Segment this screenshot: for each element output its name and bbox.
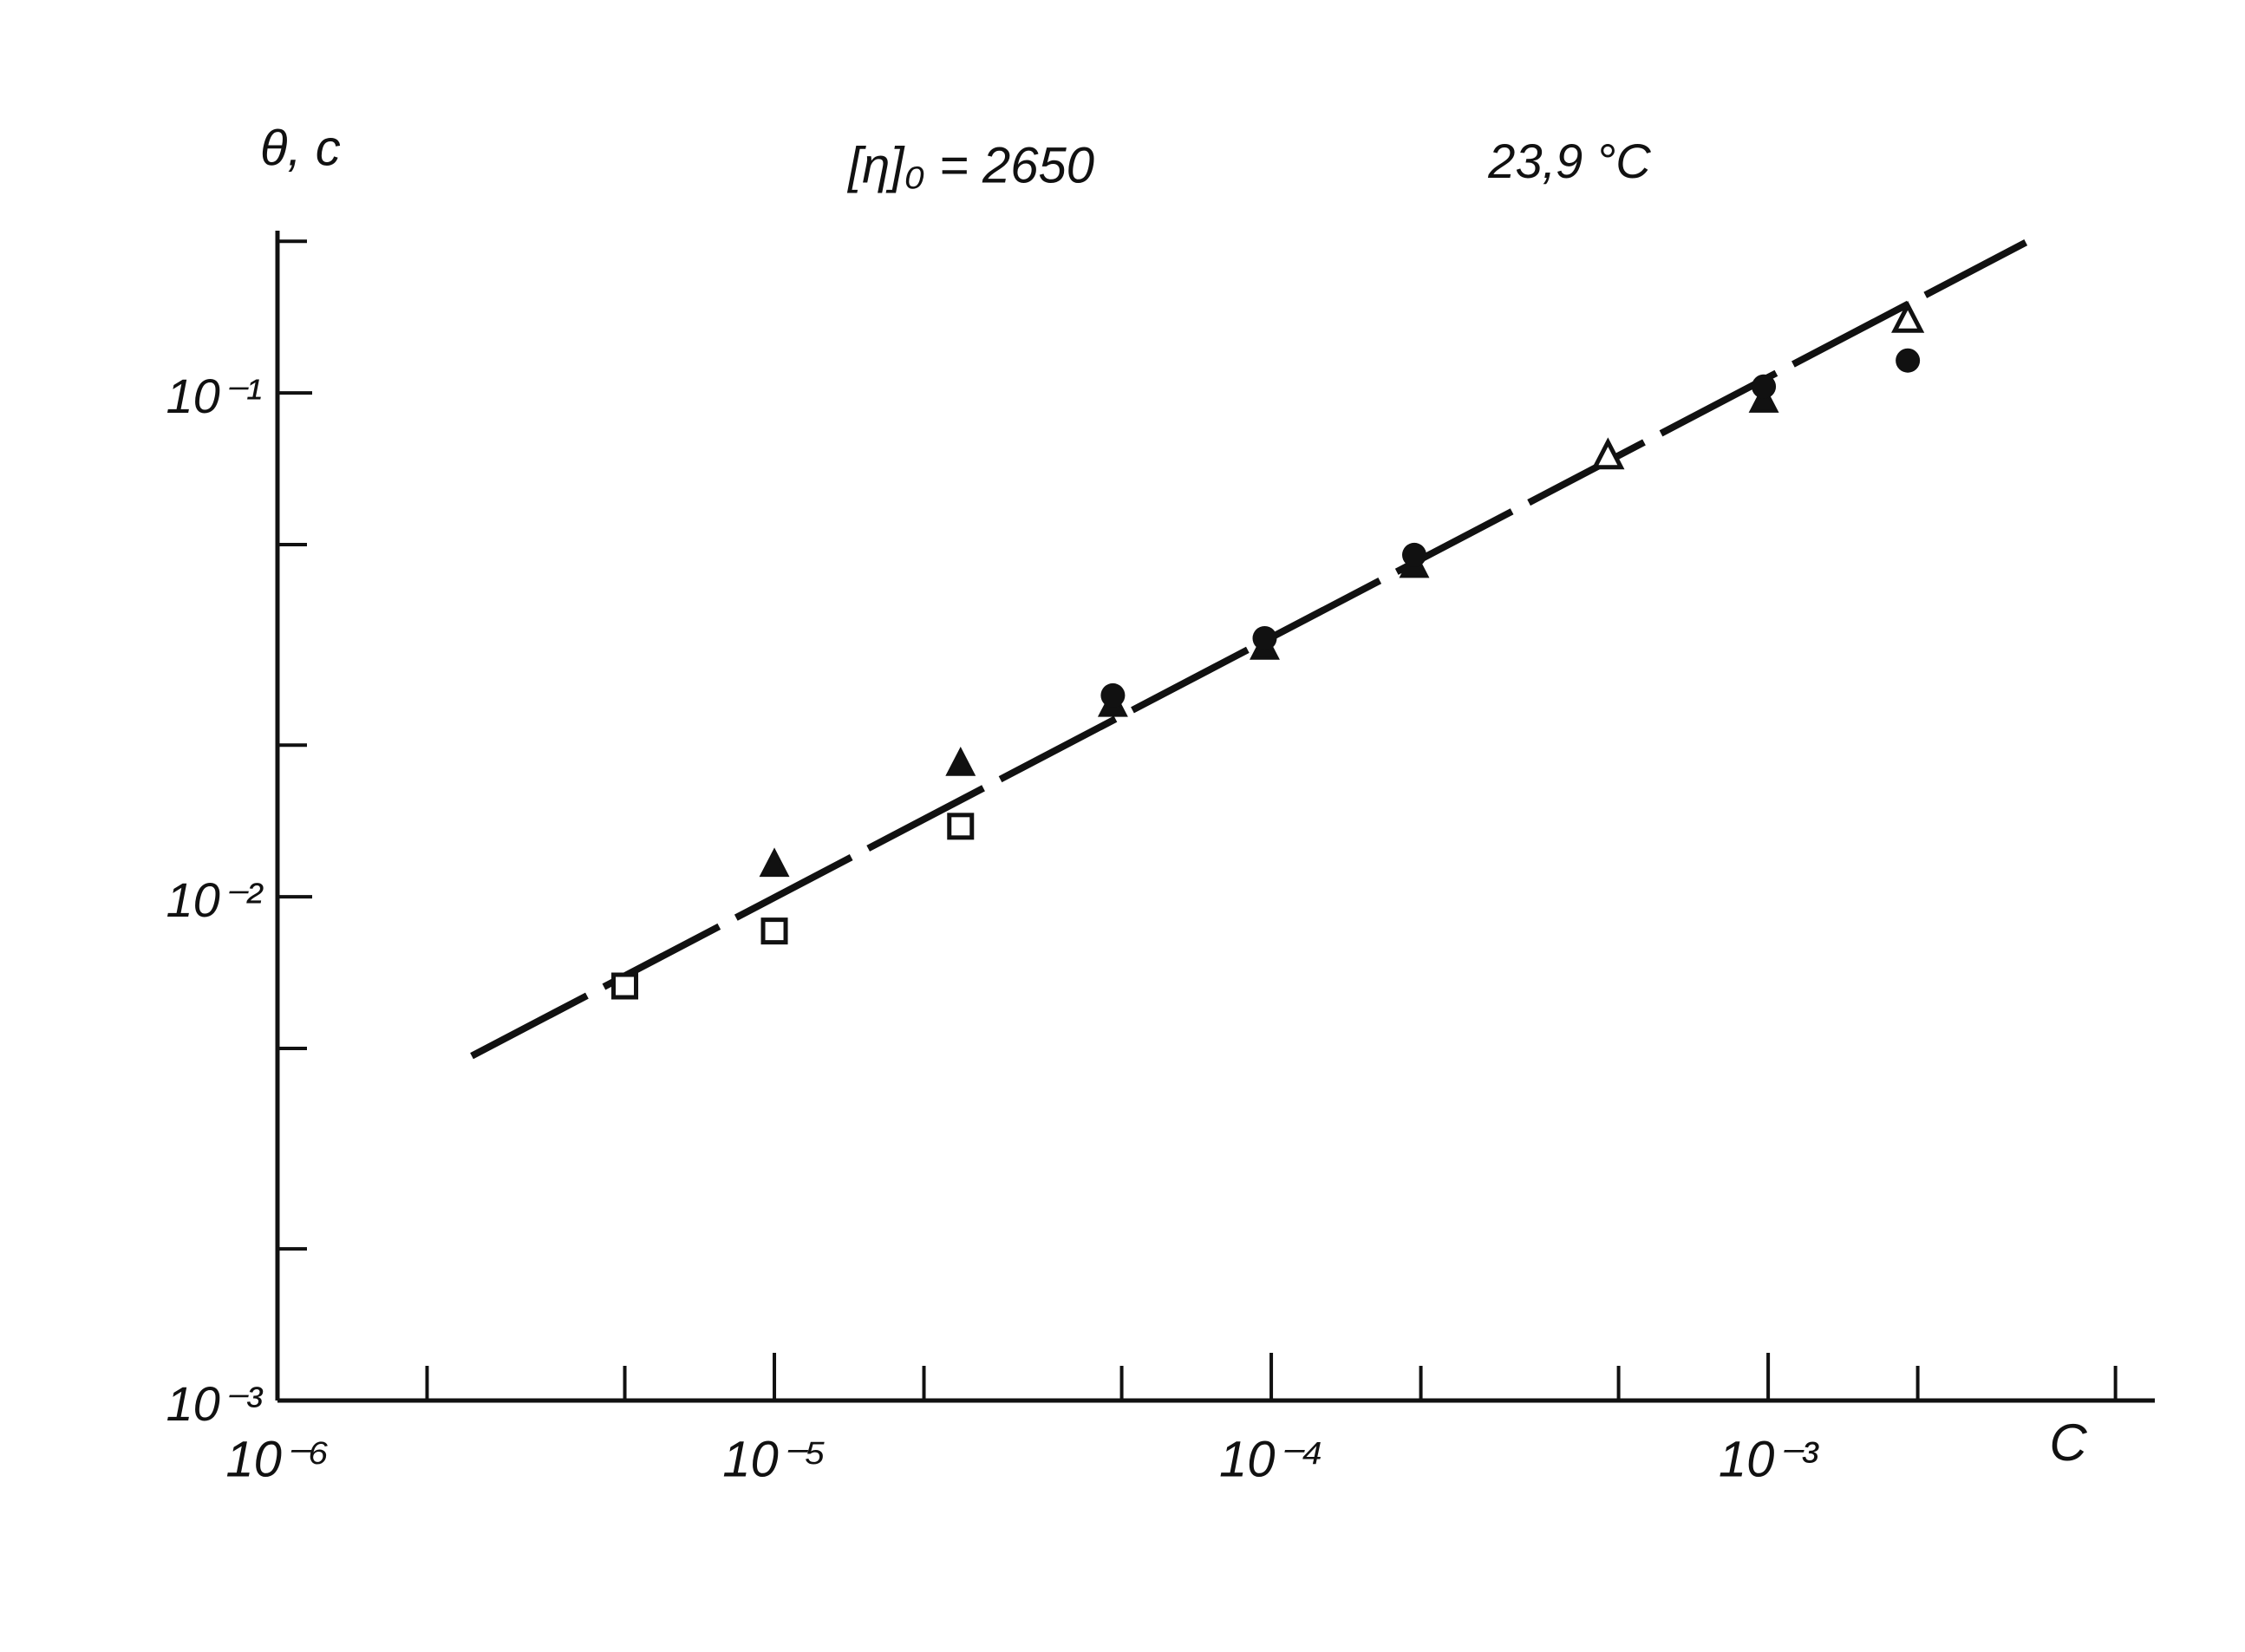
marker-triangle-open [1891, 300, 1925, 333]
y-tick-label: 10⁻² [166, 872, 264, 927]
marker-circle [1752, 374, 1777, 399]
x-tick-label: 10⁻⁵ [722, 1431, 826, 1487]
x-tick-label: 10⁻³ [1719, 1431, 1819, 1487]
y-tick-label: 10⁻³ [166, 1376, 264, 1431]
marker-circle [1896, 348, 1921, 373]
annotation: 23,9 °C [1487, 134, 1651, 188]
marker-triangle [1748, 383, 1779, 413]
y-axis-label: θ, c [260, 120, 341, 176]
marker-square [611, 972, 639, 1000]
x-tick-label: 10⁻⁶ [225, 1431, 329, 1487]
marker-triangle [759, 847, 790, 878]
marker-circle [1401, 542, 1426, 567]
marker-square [947, 813, 975, 840]
chart-title: [η]₀ = 2650 [846, 137, 1094, 193]
y-tick-label: 10⁻¹ [166, 369, 263, 423]
marker-circle [1100, 682, 1126, 708]
x-axis-label: C [2049, 1414, 2087, 1472]
marker-circle [1252, 625, 1277, 650]
marker-square [760, 917, 788, 945]
marker-triangle [945, 746, 976, 776]
x-tick-label: 10⁻⁴ [1219, 1431, 1323, 1487]
marker-triangle-open [1591, 437, 1625, 470]
